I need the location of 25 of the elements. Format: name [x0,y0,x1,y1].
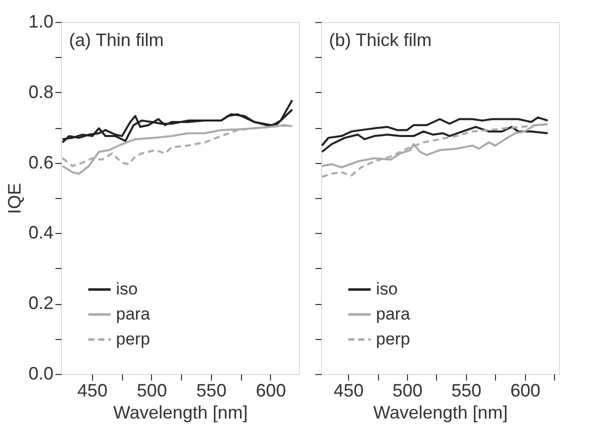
legend-label: iso [116,280,138,298]
x-tick-label: 600 [510,380,540,400]
legend-label: para [376,304,411,324]
x-tick-label: 450 [334,380,364,400]
legend-label: para [116,304,151,324]
y-tick-label: 1.0 [28,12,54,32]
annotation: (a) Thin film [69,30,164,50]
y-axis-title: IQE [4,182,24,214]
x-axis-title: Wavelength [nm] [113,402,248,422]
y-tick-label: 0.4 [28,222,54,243]
legend-label: perp [376,330,410,348]
y-tick-label: 0.2 [28,293,54,314]
legend-label: iso [376,280,398,298]
annotation: (b) Thick film [329,30,432,50]
x-tick-label: 550 [196,380,226,400]
x-tick-label: 550 [451,380,482,400]
x-tick-label: 500 [136,380,167,400]
x-tick-label: 450 [77,380,108,400]
y-tick-label: 0.8 [28,82,54,102]
x-tick-label: 600 [256,380,286,400]
legend-label: perp [116,330,150,348]
y-tick-label: 0.0 [28,364,54,384]
y-tick-label: 0.6 [28,152,54,172]
x-axis-title: Wavelength [nm] [373,402,508,422]
x-tick-label: 500 [392,380,423,400]
